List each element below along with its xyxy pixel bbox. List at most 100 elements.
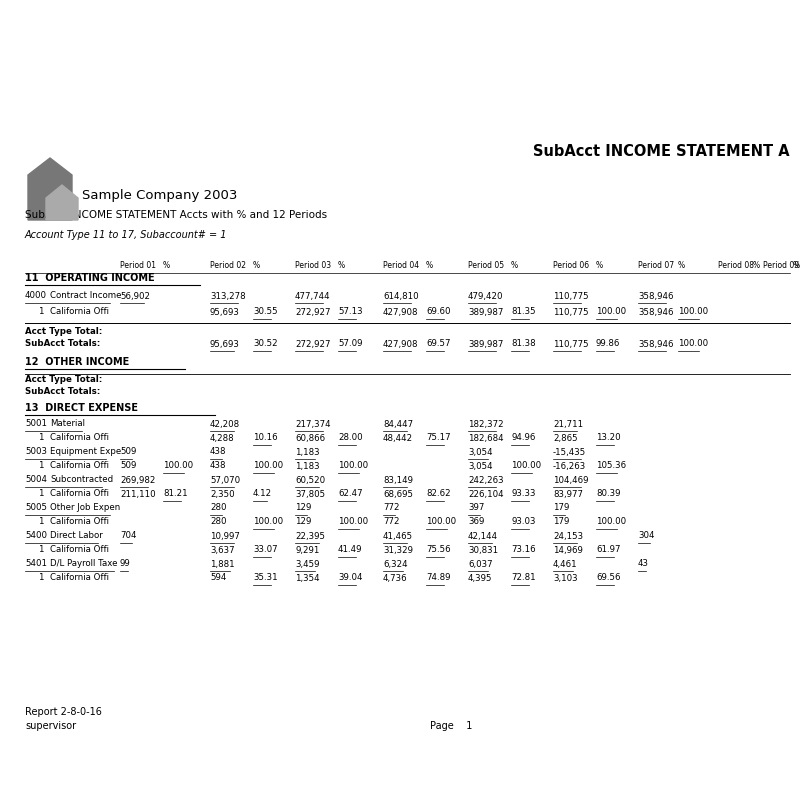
Text: 272,927: 272,927 bbox=[295, 307, 330, 317]
Text: 28.00: 28.00 bbox=[338, 434, 362, 442]
Text: Sample Company 2003: Sample Company 2003 bbox=[82, 189, 238, 202]
Text: 12  OTHER INCOME: 12 OTHER INCOME bbox=[25, 357, 130, 367]
Text: 62.47: 62.47 bbox=[338, 490, 362, 498]
Text: 82.62: 82.62 bbox=[426, 490, 450, 498]
Text: Contract Income: Contract Income bbox=[50, 291, 122, 301]
Text: %: % bbox=[793, 261, 800, 270]
Text: 30,831: 30,831 bbox=[468, 546, 498, 554]
Text: 100.00: 100.00 bbox=[338, 462, 368, 470]
Text: 1,881: 1,881 bbox=[210, 559, 234, 569]
Text: 5401: 5401 bbox=[25, 559, 47, 569]
Text: 3,054: 3,054 bbox=[468, 447, 493, 457]
Text: 94.96: 94.96 bbox=[511, 434, 535, 442]
Text: 73.16: 73.16 bbox=[511, 546, 536, 554]
Text: Acct Type Total:: Acct Type Total: bbox=[25, 375, 102, 385]
Text: 269,982: 269,982 bbox=[120, 475, 155, 485]
Text: 2,865: 2,865 bbox=[553, 434, 578, 442]
Text: 226,104: 226,104 bbox=[468, 490, 504, 498]
Text: 704: 704 bbox=[120, 531, 137, 541]
Text: 57.09: 57.09 bbox=[338, 339, 362, 349]
Text: 5400: 5400 bbox=[25, 531, 47, 541]
Text: Report 2-8-0-16: Report 2-8-0-16 bbox=[25, 707, 102, 717]
Text: 41,465: 41,465 bbox=[383, 531, 413, 541]
Text: 100.00: 100.00 bbox=[678, 307, 708, 317]
Text: 30.52: 30.52 bbox=[253, 339, 278, 349]
Text: Period 03: Period 03 bbox=[295, 261, 331, 270]
Text: 100.00: 100.00 bbox=[426, 518, 456, 526]
Text: Period 07: Period 07 bbox=[638, 261, 674, 270]
Text: Period 06: Period 06 bbox=[553, 261, 589, 270]
Text: 5004: 5004 bbox=[25, 475, 47, 485]
Text: 477,744: 477,744 bbox=[295, 291, 330, 301]
Text: 30.55: 30.55 bbox=[253, 307, 278, 317]
Text: %: % bbox=[753, 261, 760, 270]
Text: SubAcct Totals:: SubAcct Totals: bbox=[25, 339, 100, 349]
Text: 69.57: 69.57 bbox=[426, 339, 450, 349]
Text: 42,208: 42,208 bbox=[210, 419, 240, 429]
Text: 100.00: 100.00 bbox=[253, 462, 283, 470]
Text: 397: 397 bbox=[468, 503, 484, 513]
Text: 83,977: 83,977 bbox=[553, 490, 583, 498]
Text: 93.03: 93.03 bbox=[511, 518, 535, 526]
Text: 100.00: 100.00 bbox=[511, 462, 541, 470]
Text: 594: 594 bbox=[210, 574, 226, 582]
Text: 69.60: 69.60 bbox=[426, 307, 450, 317]
Text: 14,969: 14,969 bbox=[553, 546, 583, 554]
Text: 242,263: 242,263 bbox=[468, 475, 504, 485]
Text: 10.16: 10.16 bbox=[253, 434, 278, 442]
Text: 1,183: 1,183 bbox=[295, 462, 320, 470]
Text: 84,447: 84,447 bbox=[383, 419, 413, 429]
Text: 57.13: 57.13 bbox=[338, 307, 362, 317]
Text: 95,693: 95,693 bbox=[210, 307, 240, 317]
Text: %: % bbox=[253, 261, 260, 270]
Text: 6,324: 6,324 bbox=[383, 559, 408, 569]
Text: 22,395: 22,395 bbox=[295, 531, 325, 541]
Text: California Offi: California Offi bbox=[50, 307, 109, 317]
Text: California Offi: California Offi bbox=[50, 574, 109, 582]
Text: California Offi: California Offi bbox=[50, 518, 109, 526]
Text: 427,908: 427,908 bbox=[383, 307, 418, 317]
Text: Acct Type Total:: Acct Type Total: bbox=[25, 327, 102, 337]
Text: 9,291: 9,291 bbox=[295, 546, 319, 554]
Text: California Offi: California Offi bbox=[50, 462, 109, 470]
Text: 61.97: 61.97 bbox=[596, 546, 621, 554]
Text: Direct Labor: Direct Labor bbox=[50, 531, 102, 541]
Text: 33.07: 33.07 bbox=[253, 546, 278, 554]
Text: 4,288: 4,288 bbox=[210, 434, 234, 442]
Text: 509: 509 bbox=[120, 447, 136, 457]
Text: 24,153: 24,153 bbox=[553, 531, 583, 541]
Text: 60,520: 60,520 bbox=[295, 475, 325, 485]
Text: 105.36: 105.36 bbox=[596, 462, 626, 470]
Text: 438: 438 bbox=[210, 462, 226, 470]
Text: Period 01: Period 01 bbox=[120, 261, 156, 270]
Text: 5001: 5001 bbox=[25, 419, 47, 429]
Text: 772: 772 bbox=[383, 518, 399, 526]
Text: 358,946: 358,946 bbox=[638, 339, 674, 349]
Text: 4.12: 4.12 bbox=[253, 490, 272, 498]
Text: 80.39: 80.39 bbox=[596, 490, 621, 498]
Text: 4000: 4000 bbox=[25, 291, 47, 301]
Text: 93.33: 93.33 bbox=[511, 490, 535, 498]
Text: 438: 438 bbox=[210, 447, 226, 457]
Text: 48,442: 48,442 bbox=[383, 434, 413, 442]
Text: 100.00: 100.00 bbox=[163, 462, 193, 470]
Text: 280: 280 bbox=[210, 503, 226, 513]
Text: 182,684: 182,684 bbox=[468, 434, 504, 442]
Text: 99: 99 bbox=[120, 559, 130, 569]
Text: 31,329: 31,329 bbox=[383, 546, 413, 554]
Text: 3,103: 3,103 bbox=[553, 574, 578, 582]
Text: 13.20: 13.20 bbox=[596, 434, 621, 442]
Text: 81.38: 81.38 bbox=[511, 339, 536, 349]
Text: 83,149: 83,149 bbox=[383, 475, 413, 485]
Text: 3,637: 3,637 bbox=[210, 546, 234, 554]
Text: California Offi: California Offi bbox=[50, 434, 109, 442]
Text: Period 04: Period 04 bbox=[383, 261, 419, 270]
Text: 427,908: 427,908 bbox=[383, 339, 418, 349]
Text: 1,183: 1,183 bbox=[295, 447, 320, 457]
Text: Page    1: Page 1 bbox=[430, 721, 472, 731]
Text: 614,810: 614,810 bbox=[383, 291, 418, 301]
Text: 389,987: 389,987 bbox=[468, 339, 503, 349]
Text: 37,805: 37,805 bbox=[295, 490, 325, 498]
Text: 1,354: 1,354 bbox=[295, 574, 320, 582]
Text: 69.56: 69.56 bbox=[596, 574, 621, 582]
